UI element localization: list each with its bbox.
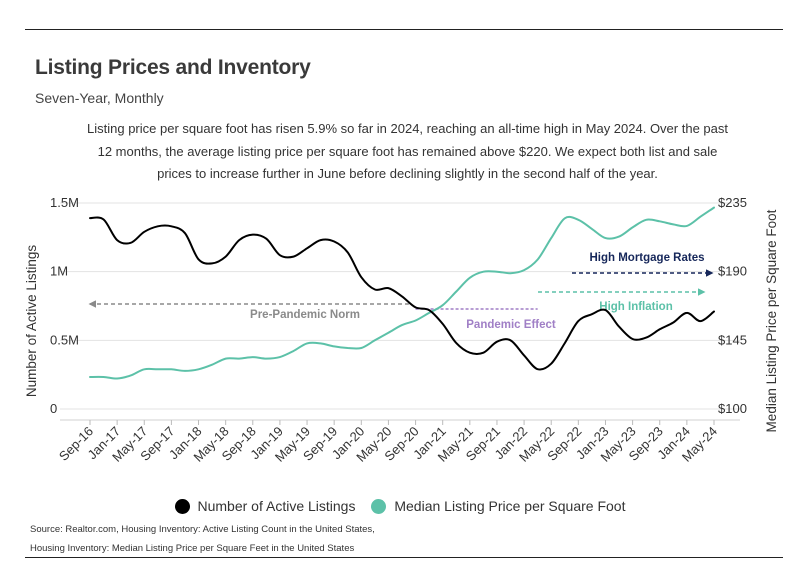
y-left-tick-label: 0	[50, 401, 57, 416]
series-line-active-listings	[89, 216, 715, 371]
page-subtitle: Seven-Year, Monthly	[35, 90, 164, 106]
y-right-tick-label: $235	[718, 195, 747, 210]
source-line-1: Source: Realtor.com, Housing Inventory: …	[30, 524, 375, 535]
y-right-tick-label: $190	[718, 264, 747, 279]
high-inflation-label: High Inflation	[599, 301, 672, 313]
legend-item-price: Median Listing Price per Square Foot	[371, 498, 625, 514]
pre-pandemic-label: Pre-Pandemic Norm	[250, 309, 360, 321]
series-line-listing-price	[89, 206, 715, 380]
legend-label-price: Median Listing Price per Square Foot	[394, 498, 626, 514]
legend-dot-listings	[174, 498, 190, 514]
top-rule	[25, 29, 783, 30]
y-left-tick-label: 0.5M	[50, 332, 79, 347]
source-line-2: Housing Inventory: Median Listing Price …	[30, 543, 355, 554]
legend-dot-price	[371, 498, 387, 514]
chart-description: Listing price per square foot has risen …	[87, 121, 728, 181]
y-left-tick-label: 1M	[50, 264, 68, 279]
bottom-rule	[25, 557, 783, 558]
y-left-axis-title: Number of Active Listings	[24, 245, 39, 398]
chart-legend: Number of Active Listings Median Listing…	[0, 498, 800, 517]
page-title: Listing Prices and Inventory	[35, 56, 311, 79]
pandemic-effect-label: Pandemic Effect	[466, 319, 556, 331]
legend-label-listings: Number of Active Listings	[197, 498, 356, 514]
y-right-tick-label: $145	[718, 332, 747, 347]
y-right-axis-title: Median Listing Price per Square Foot	[764, 209, 779, 432]
high-mortgage-label: High Mortgage Rates	[589, 252, 704, 264]
y-right-tick-label: $100	[718, 401, 747, 416]
y-left-tick-label: 1.5M	[50, 195, 79, 210]
legend-item-listings: Number of Active Listings	[174, 498, 356, 514]
